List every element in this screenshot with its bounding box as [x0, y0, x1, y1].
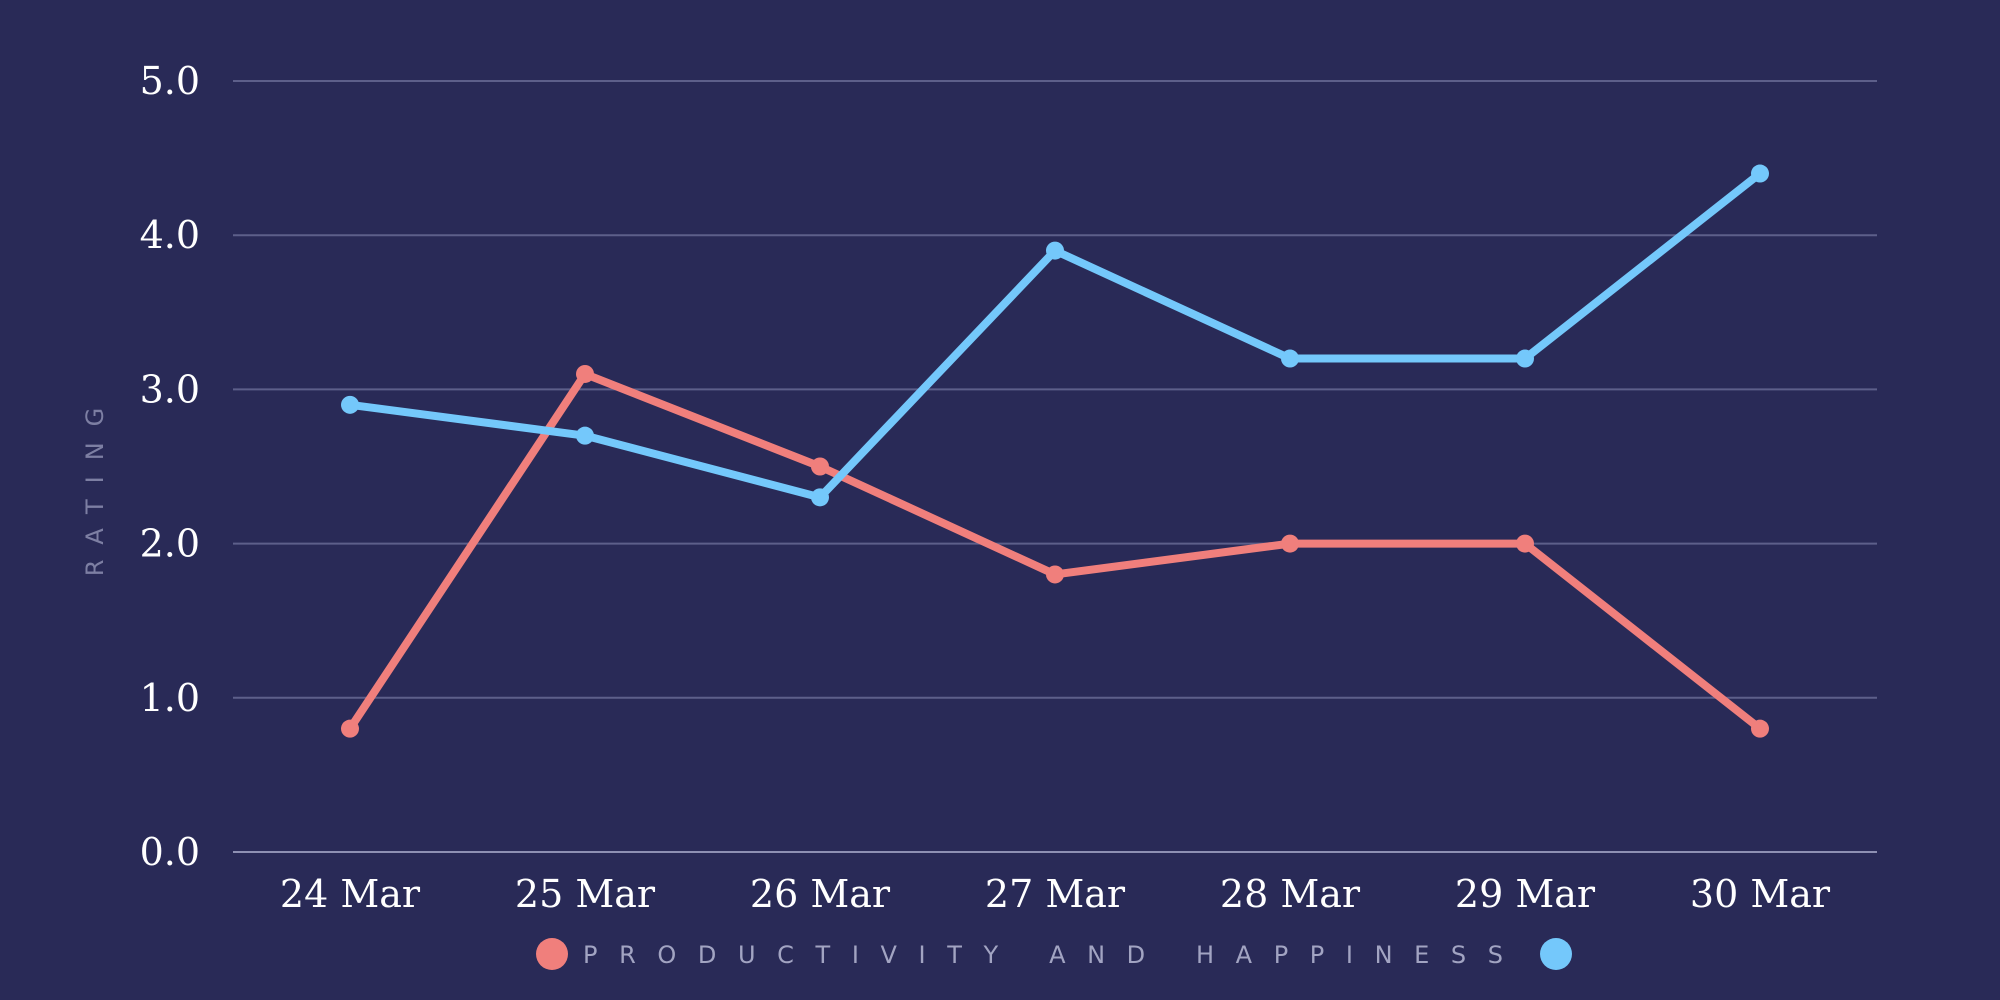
x-tick-label: 27 Mar	[985, 872, 1126, 916]
x-tick-label: 29 Mar	[1455, 872, 1596, 916]
y-tick-label: 5.0	[140, 59, 200, 103]
legend: PRODUCTIVITY AND HAPPINESS	[536, 938, 1572, 970]
x-tick-labels: 24 Mar 25 Mar 26 Mar 27 Mar 28 Mar 29 Mar 30 M…	[280, 872, 1831, 916]
data-point-happiness	[811, 488, 829, 507]
legend-marker-productivity	[536, 938, 568, 970]
x-tick-label: 24 Mar	[280, 872, 421, 916]
data-point-happiness	[1516, 349, 1534, 368]
legend-marker-happiness	[1540, 938, 1572, 970]
data-point-productivity	[811, 457, 829, 476]
series	[341, 164, 1769, 738]
series-line-productivity	[346, 369, 1764, 733]
data-point-productivity	[341, 719, 359, 738]
data-point-happiness	[341, 395, 359, 414]
y-tick-label: 4.0	[140, 213, 200, 257]
data-point-happiness	[1046, 241, 1064, 260]
y-tick-labels: 0.0 1.0 2.0 3.0 4.0 5.0	[140, 59, 200, 874]
x-tick-label: 28 Mar	[1220, 872, 1361, 916]
y-axis-title: RATING	[81, 392, 109, 577]
data-point-productivity	[1281, 534, 1299, 553]
y-tick-label: 3.0	[140, 367, 200, 411]
series-productivity	[341, 364, 1769, 738]
data-point-productivity	[1516, 534, 1534, 553]
data-point-productivity	[1046, 565, 1064, 584]
x-tick-label: 30 Mar	[1690, 872, 1831, 916]
series-line-happiness	[346, 169, 1764, 502]
gridlines	[233, 80, 1877, 853]
y-tick-label: 1.0	[140, 676, 200, 720]
data-point-productivity	[576, 364, 594, 383]
series-happiness	[341, 164, 1769, 507]
y-tick-label: 0.0	[140, 830, 200, 874]
data-point-happiness	[576, 426, 594, 445]
y-tick-label: 2.0	[140, 522, 200, 566]
legend-label: PRODUCTIVITY AND HAPPINESS	[583, 941, 1523, 969]
data-point-productivity	[1751, 719, 1769, 738]
data-point-happiness	[1281, 349, 1299, 368]
data-point-happiness	[1751, 164, 1769, 183]
x-tick-label: 26 Mar	[750, 872, 891, 916]
x-tick-label: 25 Mar	[515, 872, 656, 916]
